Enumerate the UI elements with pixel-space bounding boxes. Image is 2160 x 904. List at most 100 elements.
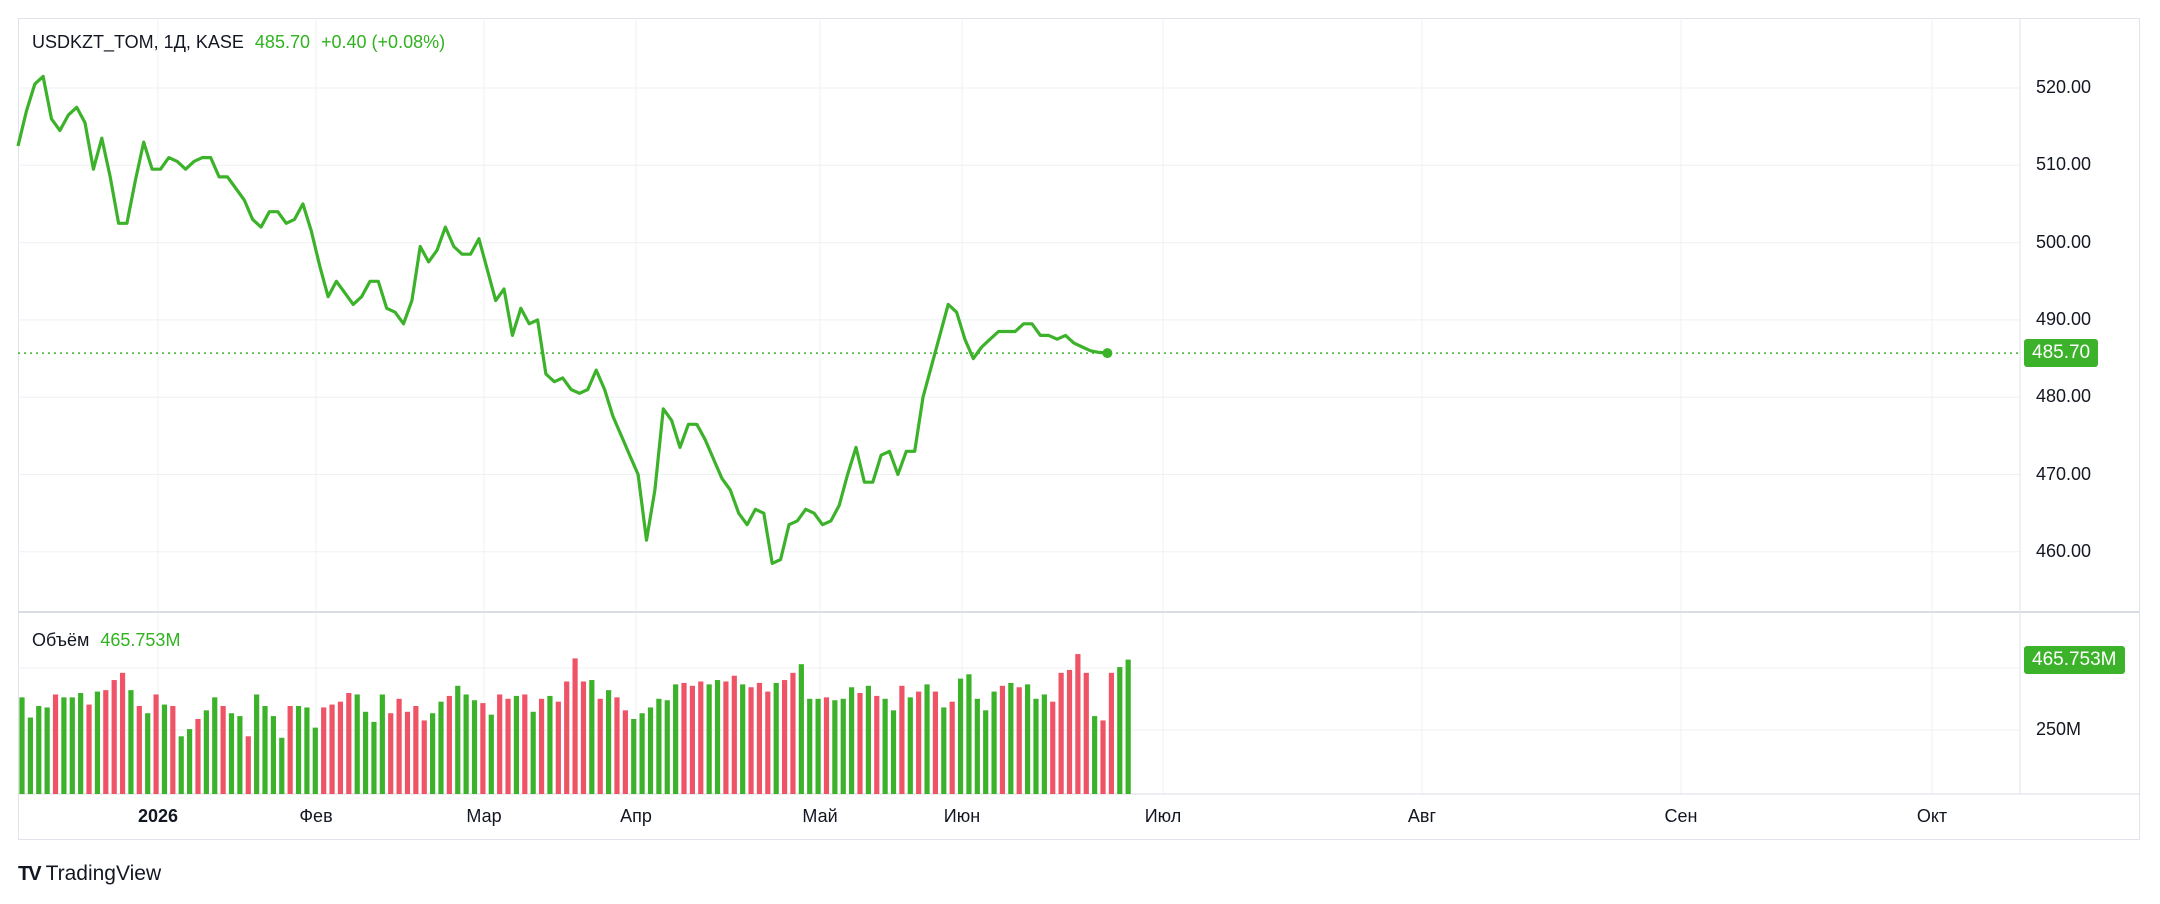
volume-bar: [170, 706, 176, 794]
volume-bar: [1050, 701, 1056, 794]
volume-bar: [145, 713, 151, 794]
volume-bar: [580, 681, 587, 794]
volume-bar: [538, 698, 545, 794]
volume-bar: [773, 682, 779, 794]
volume-bar: [262, 706, 268, 794]
volume-bar: [455, 685, 461, 794]
volume-bar: [513, 695, 520, 794]
volume-bar: [572, 658, 578, 794]
volume-bar: [1108, 672, 1114, 794]
volume-bar: [27, 717, 33, 794]
volume-bar: [957, 678, 964, 794]
volume-bar: [94, 691, 101, 794]
volume-bar: [497, 694, 503, 794]
volume-bar: [161, 704, 168, 794]
volume-bar: [899, 685, 905, 794]
price-tick-label: 480.00: [2036, 386, 2092, 407]
volume-bar: [480, 703, 486, 794]
volume-bar: [723, 681, 729, 794]
volume-bar: [874, 695, 880, 794]
volume-bar: [304, 707, 310, 794]
brand-name: TradingView: [45, 862, 162, 885]
last-price-badge: 485.70: [2024, 339, 2099, 368]
volume-bar: [295, 706, 302, 794]
volume-bar: [1083, 672, 1089, 794]
price-legend: USDKZT_TOM, 1Д, KASE 485.70 +0.40 (+0.08…: [32, 32, 451, 53]
volume-bar: [463, 694, 469, 794]
volume-bar: [999, 685, 1006, 794]
volume-bar: [354, 694, 360, 794]
volume-bar: [321, 707, 327, 794]
volume-bar: [740, 684, 746, 794]
price-change: +0.40 (+0.08%): [321, 32, 446, 52]
volume-bar: [1008, 682, 1014, 794]
volume-bar: [44, 707, 50, 794]
volume-bar: [270, 716, 276, 794]
volume-bar: [530, 711, 536, 794]
volume-bar: [890, 710, 897, 794]
price-tick-label: 510.00: [2036, 154, 2092, 175]
volume-bar: [924, 684, 930, 794]
volume-bar: [698, 681, 704, 794]
volume-bar: [1100, 720, 1106, 794]
volume-bar: [1075, 654, 1081, 794]
symbol-title[interactable]: USDKZT_TOM, 1Д, KASE: [32, 32, 244, 52]
volume-bar: [589, 680, 595, 794]
volume-bar: [849, 687, 855, 794]
volume-bar: [983, 710, 989, 794]
chart-frame: [18, 18, 2140, 840]
volume-bar: [1041, 694, 1047, 794]
volume-bar: [505, 698, 511, 794]
volume-bar: [673, 684, 679, 794]
volume-bar: [790, 672, 796, 794]
time-tick-label: Май: [802, 806, 838, 826]
volume-bar: [1033, 698, 1039, 794]
volume-bar: [907, 697, 913, 794]
volume-bars: [19, 654, 1131, 794]
volume-bar: [547, 695, 553, 794]
volume-tick-label: 250M: [2036, 719, 2082, 739]
volume-legend: Объём 465.753M: [32, 630, 186, 651]
volume-bar: [706, 684, 712, 794]
volume-bar: [807, 698, 813, 794]
volume-bar: [111, 680, 117, 794]
volume-bar: [840, 698, 846, 794]
volume-bar: [178, 736, 184, 794]
time-tick-label: Авг: [1407, 806, 1437, 826]
tradingview-brand[interactable]: TV TradingView: [18, 862, 161, 886]
volume-label[interactable]: Объём: [32, 630, 90, 650]
volume-bar: [664, 700, 670, 794]
volume-bar: [597, 698, 603, 794]
volume-bar: [932, 691, 939, 794]
volume-bar: [245, 736, 251, 794]
volume-bar: [639, 713, 645, 794]
volume-bar: [1016, 687, 1022, 794]
tradingview-logo-icon: TV: [18, 862, 42, 885]
volume-bar: [857, 693, 863, 794]
volume-bar: [748, 687, 754, 794]
last-price: 485.70: [254, 32, 310, 52]
volume-bar: [52, 694, 59, 794]
volume-bar: [681, 682, 687, 794]
volume-bar: [865, 685, 871, 794]
volume-bar: [254, 694, 260, 794]
volume-bar: [312, 727, 318, 794]
volume-bar: [1066, 669, 1073, 794]
volume-bar: [346, 693, 352, 794]
volume-bar: [564, 681, 570, 794]
volume-bar: [329, 704, 335, 794]
volume-value: 465.753M: [100, 630, 181, 650]
volume-bar: [714, 680, 721, 794]
volume-bar: [949, 701, 955, 794]
time-tick-label: 2026: [137, 806, 179, 826]
volume-bar: [614, 697, 620, 794]
volume-bar: [991, 691, 997, 794]
volume-bar: [974, 698, 980, 794]
price-line: [16, 74, 1108, 566]
volume-bar: [19, 697, 25, 794]
volume-bar: [1025, 684, 1031, 794]
time-tick-label: Фев: [299, 806, 333, 826]
volume-bar: [86, 704, 92, 794]
price-tick-label: 460.00: [2036, 540, 2092, 561]
